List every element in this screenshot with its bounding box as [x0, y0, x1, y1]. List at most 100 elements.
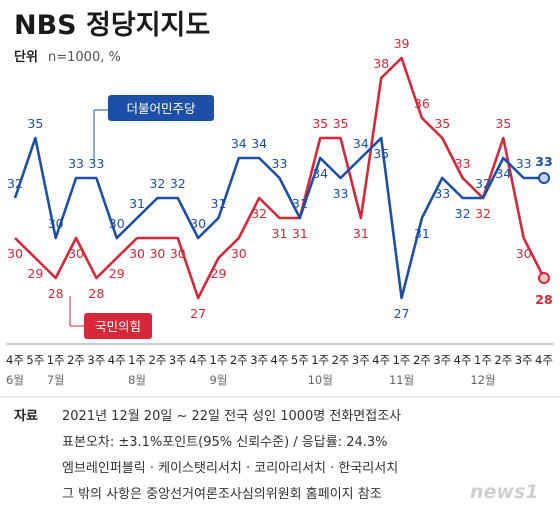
x-tick-label: 2주 [494, 353, 512, 367]
data-label-dem: 33 [516, 156, 532, 171]
notes-line-1: 2021년 12월 20일 ~ 22일 전국 성인 1000명 전화면접조사 [62, 409, 401, 424]
x-tick-label: 3주 [352, 353, 370, 367]
data-label-ppp: 32 [251, 206, 267, 221]
data-label-ppp: 30 [516, 246, 532, 261]
data-label-ppp: 28 [88, 286, 104, 301]
series-line-ppp [14, 56, 546, 300]
news1-logo: news1 [470, 481, 539, 503]
data-label-dem: 32 [149, 176, 165, 191]
notes-line-2: 표본오차: ±3.1%포인트(95% 신뢰수준) / 응답률: 24.3% [62, 435, 388, 450]
series-points [538, 172, 550, 284]
data-label-ppp: 38 [373, 56, 389, 71]
x-tick-label: 1주 [128, 353, 146, 367]
x-tick-label: 4주 [454, 353, 472, 367]
data-label-ppp: 30 [149, 246, 165, 261]
data-label-ppp: 35 [434, 116, 450, 131]
data-label-ppp: 30 [170, 246, 186, 261]
data-label-ppp: 36 [414, 96, 430, 111]
data-label-dem: 31 [211, 196, 227, 211]
data-label-dem: 34 [312, 166, 328, 181]
data-label-dem: 31 [414, 226, 430, 241]
data-label-dem: 34 [353, 136, 369, 151]
x-tick-label: 3주 [169, 353, 187, 367]
x-tick-label: 5주 [291, 353, 309, 367]
x-tick-label: 3주 [250, 353, 268, 367]
data-label-ppp: 39 [394, 36, 410, 51]
x-tick-label: 1주 [311, 353, 329, 367]
data-label-dem: 34 [251, 136, 267, 151]
data-label-ppp: 32 [475, 206, 491, 221]
notes-head: 자료 [14, 409, 38, 424]
data-label-dem: 34 [231, 136, 247, 151]
data-label-ppp: 29 [27, 266, 43, 281]
notes-line-3: 엠브레인퍼블릭 · 케이스탯리서치 · 코리아리서치 · 한국리서치 [62, 461, 398, 476]
data-label-dem: 31 [292, 196, 308, 211]
data-label-dem: 33 [88, 156, 104, 171]
data-label-dem: 27 [394, 306, 410, 321]
data-label-dem: 34 [495, 166, 511, 181]
data-label-ppp: 35 [495, 116, 511, 131]
data-label-dem: 30 [48, 216, 64, 231]
data-label-ppp: 30 [129, 246, 145, 261]
data-label-ppp: 33 [455, 156, 471, 171]
x-tick-label: 2주 [332, 353, 350, 367]
end-point-ppp [538, 272, 550, 284]
ppp-legend-box [84, 313, 152, 339]
data-label-dem: 33 [535, 154, 552, 169]
x-tick-label: 2주 [413, 353, 431, 367]
x-tick-label: 3주 [515, 353, 533, 367]
data-label-dem: 30 [109, 216, 125, 231]
x-tick-label: 4주 [372, 353, 390, 367]
month-labels: 6월 7월 8월 9월 10월 11월 12월 [6, 373, 496, 387]
month-label: 12월 [470, 373, 495, 387]
data-label-dem: 32 [475, 176, 491, 191]
series-lines [13, 56, 546, 300]
data-label-ppp: 35 [333, 116, 349, 131]
x-tick-label: 1주 [393, 353, 411, 367]
dem-legend-label: 더불어민주당 [126, 101, 196, 116]
data-label-dem: 32 [7, 176, 23, 191]
x-tick-label: 3주 [433, 353, 451, 367]
ppp-legend-label: 국민의힘 [95, 319, 141, 334]
data-label-dem: 35 [27, 116, 43, 131]
x-tick-label: 4주 [108, 353, 126, 367]
month-label: 8월 [128, 373, 146, 387]
chart-title: NBS 정당지지도 [14, 10, 210, 41]
data-label-ppp: 29 [109, 266, 125, 281]
data-label-dem: 33 [272, 156, 288, 171]
x-tick-label: 4주 [189, 353, 207, 367]
x-tick-label: 2주 [230, 353, 248, 367]
x-tick-label: 2주 [148, 353, 166, 367]
end-point-dem [538, 172, 550, 184]
data-label-ppp: 31 [272, 226, 288, 241]
x-tick-label: 2주 [67, 353, 85, 367]
data-label-dem: 31 [129, 196, 145, 211]
series-line-dem [13, 136, 544, 300]
notes-line-4: 그 밖의 사항은 중앙선거여론조사심의위원회 홈페이지 참조 [62, 487, 382, 502]
x-tick-label: 4주 [271, 353, 289, 367]
x-tick-label: 5주 [26, 353, 44, 367]
data-label-ppp: 28 [48, 286, 64, 301]
unit-label: 단위 [14, 49, 38, 65]
x-tick-label: 3주 [87, 353, 105, 367]
month-label: 11월 [389, 373, 414, 387]
data-label-ppp: 27 [190, 306, 206, 321]
data-label-ppp: 30 [231, 246, 247, 261]
x-tick-label: 1주 [474, 353, 492, 367]
data-label-dem: 32 [455, 206, 471, 221]
data-label-ppp: 35 [312, 116, 328, 131]
month-label: 6월 [6, 373, 24, 387]
data-label-ppp: 31 [353, 226, 369, 241]
x-tick-labels: 4주 5주 1주 2주 3주 4주 1주 2주 3주 4주 1주 2주 3주 4주 5주 1주 2주 3주 4주 1주… [6, 353, 553, 367]
data-label-dem: 33 [68, 156, 84, 171]
data-label-dem: 32 [170, 176, 186, 191]
month-label: 7월 [47, 373, 65, 387]
logo-text: news1 [470, 481, 539, 503]
data-label-ppp: 31 [292, 226, 308, 241]
x-tick-label: 4주 [6, 353, 24, 367]
month-label: 9월 [210, 373, 228, 387]
data-label-ppp: 28 [535, 292, 552, 307]
data-label-ppp: 30 [7, 246, 23, 261]
